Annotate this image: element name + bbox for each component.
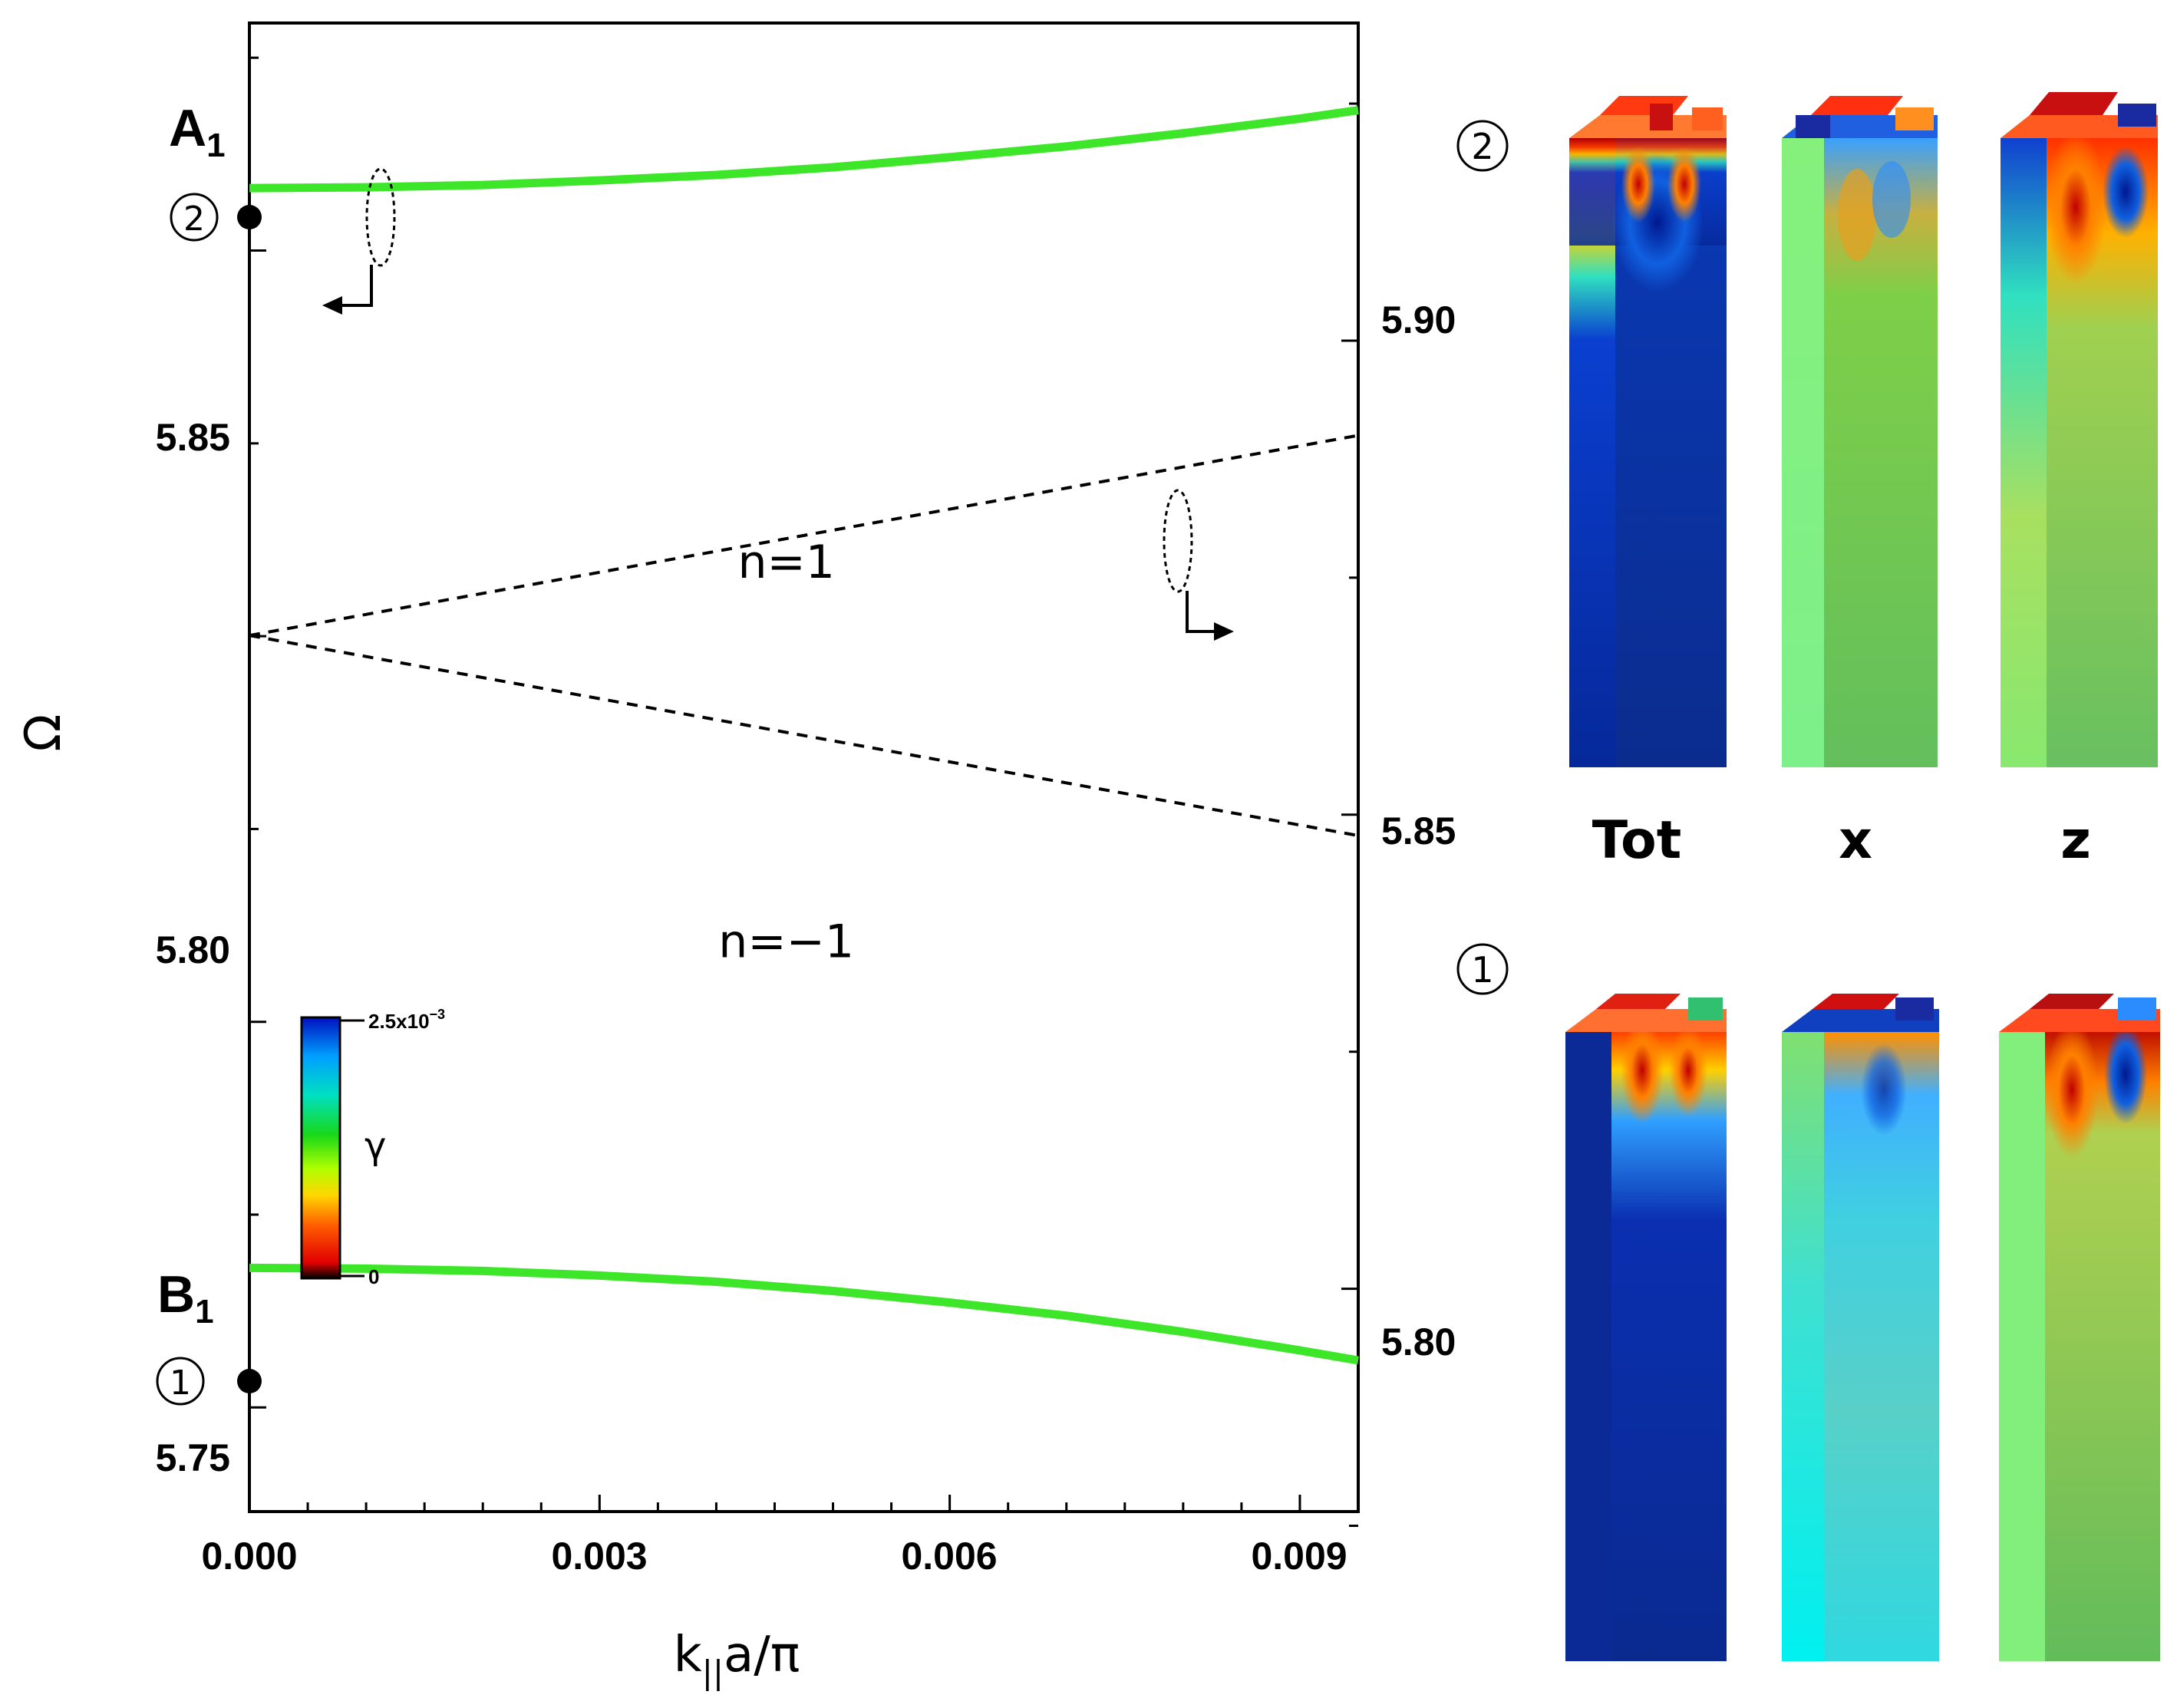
left-axis-indicator	[322, 167, 396, 315]
y-axis-title: Ω	[15, 714, 72, 752]
colorbar-gradient	[300, 1016, 341, 1280]
y-left-tick-label: 5.85	[156, 416, 230, 459]
series-line-1	[249, 106, 1359, 193]
column-label-z: z	[2060, 810, 2091, 871]
data-series	[249, 106, 1359, 1365]
point-A1-k0	[237, 205, 262, 229]
point-B1-k0	[237, 1369, 262, 1393]
row-number-1: 1	[1471, 949, 1493, 991]
field-map-z-2	[2001, 92, 2158, 767]
series-line-4	[249, 634, 1359, 837]
x-tick-label: 0.009	[1251, 1535, 1347, 1578]
state-number-2: 2	[183, 199, 205, 239]
state-marker-2: 2	[170, 193, 219, 242]
state-marker-1: 1	[156, 1357, 205, 1406]
plot-frame	[248, 21, 1360, 1513]
x-tick-label: 0.000	[201, 1535, 297, 1578]
y-right-tick-label: 5.80	[1381, 1321, 1456, 1363]
colorbar-min-label: 0	[368, 1265, 379, 1288]
column-label-tot: Tot	[1592, 810, 1682, 871]
label-B1: B1	[157, 1265, 214, 1330]
state-number-1: 1	[170, 1363, 191, 1403]
y-left-tick-label: 5.75	[156, 1436, 230, 1479]
y-right-tick-label: 5.90	[1381, 298, 1456, 341]
row-marker-2: 2	[1456, 120, 1509, 172]
annotation-n-minus-1: n=−1	[718, 915, 854, 968]
colorbar: 2.5x10−3 0 γ	[300, 1007, 445, 1288]
series-line-3	[249, 434, 1359, 638]
column-label-x: x	[1839, 810, 1872, 871]
right-axis-indicator	[1163, 489, 1234, 641]
field-map-z-1	[1999, 994, 2160, 1661]
series-line-2	[249, 1263, 1359, 1365]
field-map-x-1	[1782, 994, 1939, 1661]
axis-ticks	[248, 56, 1360, 1528]
x-axis-title: k||a/π	[674, 1627, 800, 1691]
y-left-tick-label: 5.80	[156, 928, 230, 971]
colorbar-title: γ	[364, 1125, 386, 1168]
field-map-x-2	[1782, 96, 1938, 767]
field-map-tot-2	[1569, 96, 1727, 767]
row-marker-1: 1	[1456, 943, 1509, 995]
y-right-tick-label: 5.85	[1381, 809, 1456, 852]
row-number-2: 2	[1471, 126, 1493, 167]
colorbar-max-label: 2.5x10−3	[368, 1007, 445, 1033]
x-tick-label: 0.003	[551, 1535, 647, 1578]
field-map-row-2: 2	[1456, 92, 2158, 767]
label-A1: A1	[169, 99, 226, 164]
field-map-tot-1	[1565, 994, 1727, 1661]
field-map-row-1: 1	[1456, 943, 2160, 1661]
x-tick-label: 0.006	[901, 1535, 997, 1578]
annotation-n-plus-1: n=1	[737, 536, 834, 589]
